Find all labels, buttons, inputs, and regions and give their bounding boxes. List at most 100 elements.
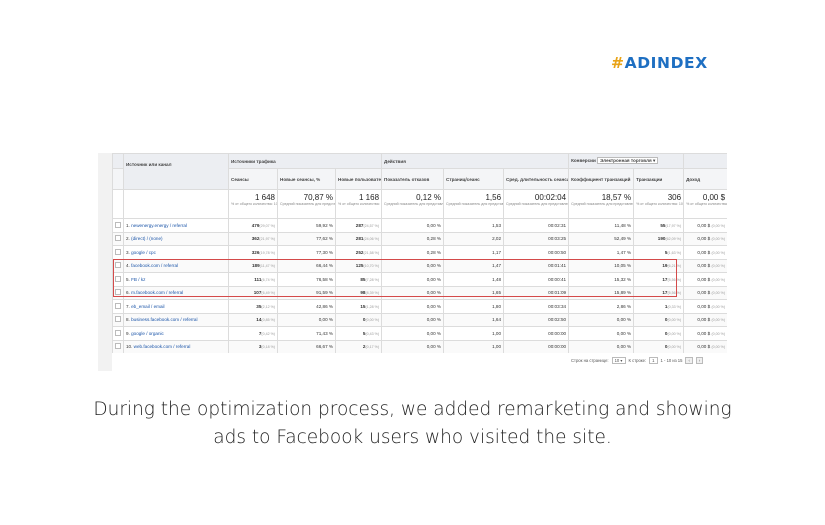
col-conversion-rate[interactable]: Коэффициент транзакций [568, 168, 635, 190]
facebook-rows-highlight [113, 259, 677, 297]
table-row: 3. google / cpc 326(19,78 %) 77,30 % 252(21… [112, 245, 727, 260]
row-number: 2. [126, 236, 130, 242]
row-number: 1. [126, 222, 130, 228]
total-conversion-rate: 18,57 % Средний показатель для представле… [568, 189, 635, 219]
total-new-sessions: 70,87 %Средний показатель для представле… [277, 189, 336, 219]
source-link[interactable]: newenergy.energy / referral [131, 222, 187, 228]
traffic-group-header: Источники трафика [227, 153, 383, 169]
col-bounce-rate[interactable]: Показатель отказов [381, 168, 445, 190]
source-link[interactable]: eb_email / email [131, 303, 165, 309]
total-new-users: 1 168% от общего количества: 100,00 % (1… [334, 189, 383, 219]
bounce-rate-cell: 0,00 % [381, 299, 445, 314]
source-link[interactable]: (direct) / (none) [131, 236, 163, 242]
row-checkbox[interactable] [112, 218, 124, 233]
col-new-users[interactable]: Новые пользователи [334, 168, 383, 190]
income-cell: 0,00 $ (0,00 %) [683, 312, 727, 327]
row-number: 7. [126, 303, 130, 309]
new-users-cell: 0(0,00 %) [334, 312, 383, 327]
new-users-cell: 287(24,57 %) [334, 218, 383, 233]
new-users-cell: 281(24,06 %) [334, 231, 383, 246]
sessions-cell: 479(29,07 %) [228, 218, 278, 233]
source-link[interactable]: business.facebook.com / referral [131, 317, 198, 323]
row-number: 3. [126, 249, 130, 255]
col-avg-duration[interactable]: Сред. длительность сеанса [503, 168, 570, 190]
conversions-select-value: Электронная торговля [600, 158, 652, 163]
source-link[interactable]: google / cpc [131, 249, 156, 255]
checkbox-icon[interactable] [115, 262, 121, 269]
total-sessions: 1 648% от общего количества: 100,00 % (1… [228, 189, 278, 219]
avg-duration-cell: 00:02:50 [503, 312, 570, 327]
total-avg-duration: 00:02:04 Средний показатель для представл… [503, 189, 570, 219]
goto-row-label: К строке: [628, 358, 647, 363]
source-link[interactable]: web.facebook.com / referral [133, 344, 191, 350]
row-source-cell: 3. google / cpc [123, 245, 229, 260]
transactions-cell: 5(1,63 %) [633, 245, 685, 260]
row-checkbox[interactable] [112, 312, 124, 327]
row-number: 8. [126, 317, 130, 323]
source-link[interactable]: google / organic [131, 330, 164, 336]
checkbox-icon[interactable] [115, 289, 121, 296]
avg-duration-cell: 00:00:00 [503, 326, 570, 341]
caption-line-1: During the optimization process, we adde… [93, 399, 732, 420]
row-checkbox[interactable] [112, 326, 124, 341]
transactions-cell: 17(5,56 %) [633, 272, 685, 287]
row-number: 10. [126, 344, 133, 350]
col-sessions[interactable]: Сеансы [228, 168, 278, 190]
report-table-container: Источник или канал Источники трафика Дей… [112, 153, 727, 354]
avg-duration-cell: 00:00:00 [503, 339, 570, 354]
conversions-select[interactable]: Электронная торговля ▾ [597, 157, 659, 164]
checkbox-icon[interactable] [115, 329, 121, 336]
pages-per-session-cell: 1,00 [443, 339, 505, 354]
income-cell: 0,00 $ (0,00 %) [683, 258, 727, 273]
transactions-cell: 55(17,97 %) [633, 218, 685, 233]
conversion-rate-cell: 0,00 % [568, 339, 635, 354]
income-cell: 0,00 $ (0,00 %) [683, 326, 727, 341]
row-source-cell: 5. FB / kz [123, 272, 229, 287]
new-sessions-cell: 77,62 % [277, 231, 336, 246]
source-link[interactable]: m.facebook.com / referral [131, 290, 184, 296]
total-income: 0,00 $% от общего количества: 0,00 % (0,… [683, 189, 727, 219]
row-checkbox[interactable] [112, 245, 124, 260]
row-checkbox[interactable] [112, 299, 124, 314]
col-income[interactable]: Доход [683, 168, 727, 190]
caption-line-2: ads to Facebook users who visited the si… [213, 427, 612, 448]
goto-row-input[interactable]: 1 [649, 357, 658, 364]
row-source-cell: 2. (direct) / (none) [123, 231, 229, 246]
sessions-cell: 326(19,78 %) [228, 245, 278, 260]
prev-page-button[interactable]: ‹ [685, 357, 693, 364]
caption: During the optimization process, we adde… [0, 396, 825, 452]
col-new-sessions[interactable]: Новые сеансы, % [277, 168, 336, 190]
source-link[interactable]: facebook.com / referral [131, 263, 179, 269]
rows-per-page-label: Строк на странице: [571, 358, 609, 363]
table-row: 9. google / organic 7(0,42 %) 71,43 % 5(0,4… [112, 326, 727, 341]
checkbox-icon[interactable] [115, 302, 121, 309]
bounce-rate-cell: 0,00 % [381, 326, 445, 341]
new-sessions-cell: 42,86 % [277, 299, 336, 314]
checkbox-icon[interactable] [115, 343, 121, 350]
source-link[interactable]: FB / kz [131, 276, 146, 282]
totals-row: 1 648% от общего количества: 100,00 % (1… [112, 189, 727, 219]
col-transactions[interactable]: Транзакции [633, 168, 685, 190]
source-header[interactable]: Источник или канал [123, 153, 229, 190]
conversion-rate-cell: 52,49 % [568, 231, 635, 246]
avg-duration-cell: 00:02:31 [503, 218, 570, 233]
income-cell: 0,00 $ (0,00 %) [683, 285, 727, 300]
income-cell: 0,00 $ (0,00 %) [683, 299, 727, 314]
conversions-group-header[interactable]: Конверсии Электронная торговля ▾ [568, 153, 685, 169]
checkbox-icon[interactable] [115, 235, 121, 242]
checkbox-icon[interactable] [115, 221, 121, 228]
total-transactions: 306% от общего количества: 100,00 % (306… [633, 189, 685, 219]
row-checkbox[interactable] [112, 231, 124, 246]
logo-wordmark: ADINDEX [624, 54, 708, 72]
checkbox-icon[interactable] [115, 275, 121, 282]
col-pages-per-session[interactable]: Страниц/сеанс [443, 168, 505, 190]
pager: Строк на странице: 10 ▾ К строке: 1 1 - … [571, 357, 704, 364]
checkbox-icon[interactable] [115, 248, 121, 255]
table-body: 1. newenergy.energy / referral 479(29,07 … [112, 218, 727, 354]
next-page-button[interactable]: › [695, 357, 704, 364]
row-checkbox[interactable] [112, 339, 124, 354]
rows-per-page-select[interactable]: 10 ▾ [611, 357, 626, 364]
checkbox-icon[interactable] [115, 316, 121, 323]
income-cell: 0,00 $ (0,00 %) [683, 339, 727, 354]
pagination-bar: Строк на странице: 10 ▾ К строке: 1 1 - … [112, 353, 727, 371]
